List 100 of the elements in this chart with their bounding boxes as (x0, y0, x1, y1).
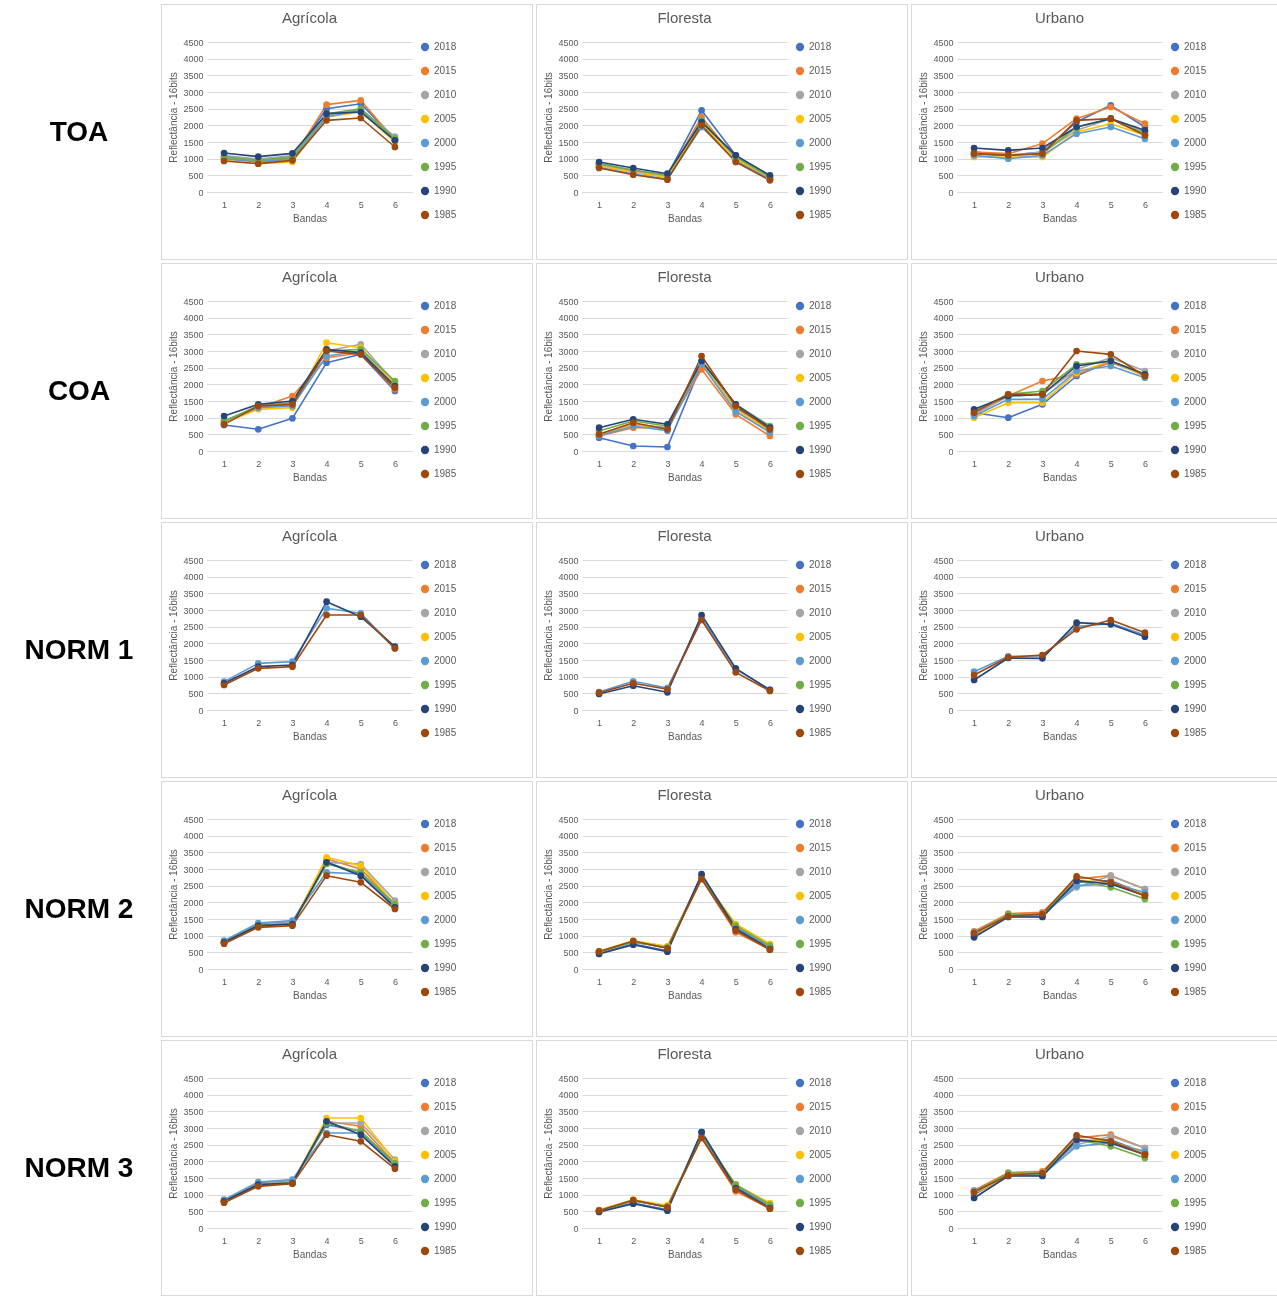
y-tick-label: 3500 (183, 1106, 204, 1117)
legend-label: 2010 (434, 866, 457, 877)
y-tick-label: 4000 (183, 54, 204, 65)
x-tick-label: 1 (597, 717, 603, 728)
legend-label: 1995 (1184, 679, 1207, 690)
y-tick-label: 3000 (933, 87, 954, 98)
legend-label: 2010 (809, 89, 832, 100)
y-tick-label: 500 (563, 429, 579, 440)
y-tick-label: 2500 (183, 363, 204, 374)
y-tick-label: 4500 (558, 555, 579, 566)
legend-label: 1985 (809, 1245, 832, 1256)
x-tick-label: 2 (631, 199, 637, 210)
y-tick-label: 1500 (183, 396, 204, 407)
y-tick-label: 1000 (558, 931, 579, 942)
legend-label: 1990 (809, 1221, 832, 1232)
y-tick-label: 2500 (183, 104, 204, 115)
legend-label: 2010 (809, 607, 832, 618)
y-tick-label: 3000 (183, 346, 204, 357)
legend-label: 1985 (434, 986, 457, 997)
y-tick-label: 3500 (558, 1106, 579, 1117)
legend-label: 2015 (1184, 1101, 1207, 1112)
x-tick-label: 2 (1006, 1235, 1012, 1246)
y-tick-label: 3000 (933, 605, 954, 616)
y-tick-label: 500 (938, 947, 954, 958)
x-tick-label: 6 (392, 717, 398, 728)
x-tick-label: 4 (1074, 717, 1080, 728)
legend-label: 1995 (809, 1197, 832, 1208)
legend-label: 1985 (434, 209, 457, 220)
legend-label: 2010 (1184, 866, 1207, 877)
y-tick-label: 500 (563, 1206, 579, 1217)
legend-label: 2000 (1184, 137, 1207, 148)
x-tick-label: 6 (392, 458, 398, 469)
y-tick-label: 2000 (183, 1156, 204, 1167)
legend-label: 1990 (1184, 1221, 1207, 1232)
text: NORM 3 (23, 1151, 135, 1185)
y-tick-label: 500 (188, 170, 204, 181)
legend-label: 2010 (434, 348, 457, 359)
legend-label: 2000 (434, 137, 457, 148)
y-tick-label: 4000 (933, 54, 954, 65)
x-tick-label: 2 (1006, 717, 1012, 728)
x-tick-label: 4 (324, 458, 330, 469)
y-tick-label: 2000 (183, 897, 204, 908)
x-tick-label: 6 (1142, 199, 1148, 210)
legend-label: 2005 (434, 631, 457, 642)
y-tick-label: 3000 (558, 864, 579, 875)
x-tick-label: 5 (1108, 458, 1114, 469)
y-tick-label: 500 (188, 947, 204, 958)
x-tick-label: 5 (358, 717, 364, 728)
legend-label: 1990 (434, 444, 457, 455)
chart-title: Urbano (1034, 786, 1085, 803)
x-tick-label: 3 (290, 717, 296, 728)
x-tick-label: 6 (767, 1235, 773, 1246)
y-tick-label: 1500 (933, 655, 954, 666)
x-tick-label: 1 (222, 458, 228, 469)
x-axis-title: Bandas (293, 471, 327, 483)
legend-label: 2018 (434, 1077, 457, 1088)
legend-label: 2010 (809, 348, 832, 359)
legend-label: 1985 (1184, 209, 1207, 220)
y-tick-label: 1500 (933, 1173, 954, 1184)
y-tick-label: 2500 (933, 104, 954, 115)
y-tick-label: 0 (948, 1223, 954, 1234)
y-tick-label: 4000 (933, 1090, 954, 1101)
x-tick-label: 1 (597, 199, 603, 210)
x-tick-label: 6 (1142, 717, 1148, 728)
x-tick-label: 4 (324, 199, 330, 210)
x-tick-label: 1 (972, 717, 978, 728)
legend-label: 2018 (434, 300, 457, 311)
x-tick-label: 1 (972, 1235, 978, 1246)
x-tick-label: 4 (1074, 199, 1080, 210)
legend-label: 2005 (434, 113, 457, 124)
legend-label: 2000 (809, 1173, 832, 1184)
x-tick-label: 5 (733, 1235, 739, 1246)
x-tick-label: 6 (392, 199, 398, 210)
legend-label: 2000 (1184, 396, 1207, 407)
x-axis-title: Bandas (1043, 989, 1077, 1001)
x-tick-label: 6 (767, 976, 773, 987)
y-axis-title: Reflectância - 16bits (918, 590, 930, 681)
y-tick-label: 2500 (558, 1140, 579, 1151)
y-tick-label: 0 (198, 705, 204, 716)
y-tick-label: 4500 (183, 37, 204, 48)
x-tick-label: 4 (1074, 1235, 1080, 1246)
legend-label: 2015 (434, 583, 457, 594)
legend-label: 1990 (434, 962, 457, 973)
y-tick-label: 2000 (558, 897, 579, 908)
legend-label: 2005 (434, 372, 457, 383)
chart-title: Floresta (657, 268, 713, 285)
y-tick-label: 4500 (558, 37, 579, 48)
y-tick-label: 500 (188, 429, 204, 440)
x-tick-label: 6 (767, 199, 773, 210)
y-axis-title: Reflectância - 16bits (543, 849, 555, 940)
y-tick-label: 0 (948, 446, 954, 457)
legend-label: 2015 (434, 1101, 457, 1112)
legend-label: 2000 (809, 396, 832, 407)
x-tick-label: 3 (1040, 458, 1046, 469)
y-axis-title: Reflectância - 16bits (543, 72, 555, 163)
x-tick-label: 6 (392, 1235, 398, 1246)
legend-label: 2010 (1184, 607, 1207, 618)
y-tick-label: 2000 (933, 897, 954, 908)
legend-label: 1985 (1184, 986, 1207, 997)
chart-title: Floresta (657, 527, 713, 544)
